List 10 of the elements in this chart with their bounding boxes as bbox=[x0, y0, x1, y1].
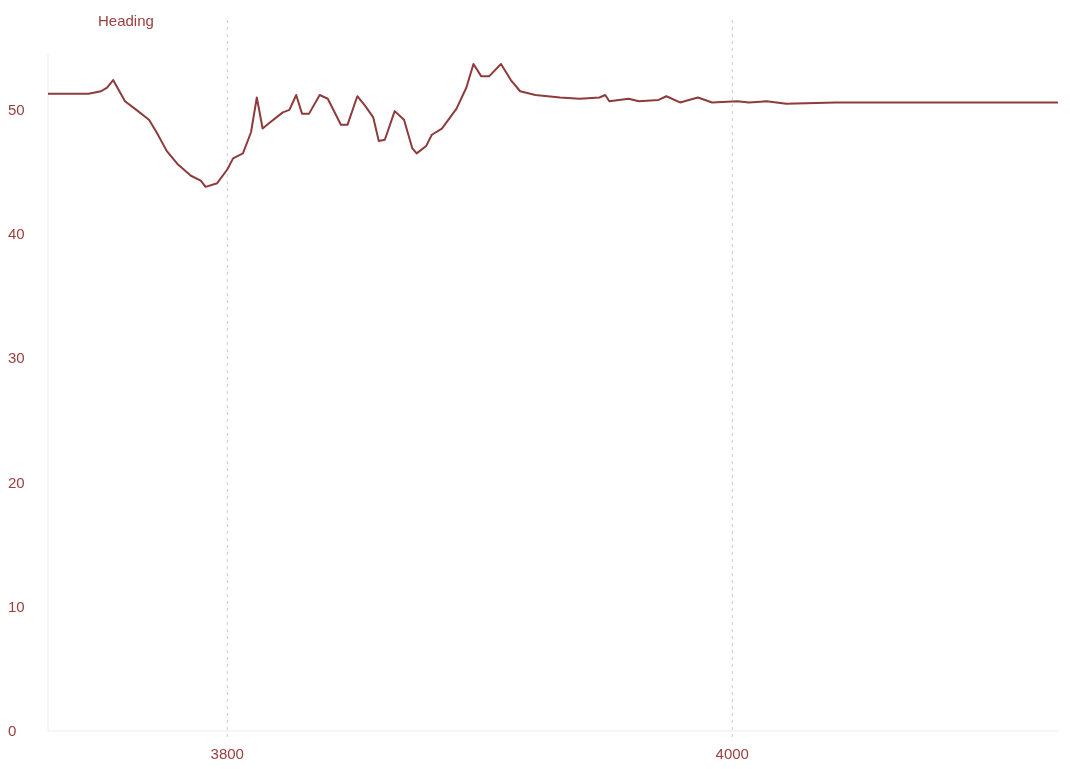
chart-title: Heading bbox=[98, 12, 154, 29]
x-tick-label: 4000 bbox=[715, 745, 749, 762]
y-tick-label: 50 bbox=[8, 100, 25, 118]
y-tick-label: 40 bbox=[8, 225, 25, 243]
y-tick-label: 30 bbox=[8, 349, 25, 367]
x-tick-label: 3800 bbox=[210, 745, 244, 762]
y-tick-label: 10 bbox=[8, 597, 25, 615]
line-series bbox=[47, 62, 1059, 188]
y-tick-label: 20 bbox=[8, 473, 25, 491]
y-tick-label: 0 bbox=[8, 722, 17, 739]
